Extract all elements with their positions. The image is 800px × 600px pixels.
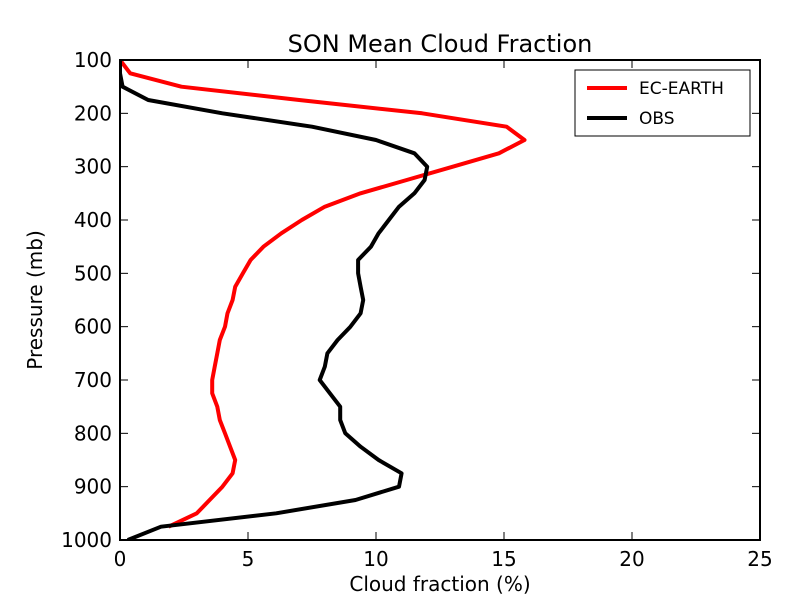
y-tick-label: 300 — [74, 155, 112, 179]
plot-area — [120, 60, 527, 540]
legend-label: OBS — [639, 109, 675, 129]
axis-ticks: 0 5 10 15 20 25 100 200 300 400 500 600 700 800 900 100… — [61, 48, 773, 571]
plot-frame — [119, 59, 761, 541]
y-tick-label: 800 — [74, 421, 112, 445]
y-tick-label: 1000 — [61, 528, 112, 552]
y-tick-label: 200 — [74, 101, 112, 125]
x-tick-label: 10 — [363, 547, 388, 571]
y-axis-label: Pressure (mb) — [23, 230, 47, 370]
x-tick-label: 20 — [619, 547, 644, 571]
series-line-obs — [120, 60, 430, 540]
x-axis-label: Cloud fraction (%) — [349, 572, 530, 596]
x-tick-label: 5 — [242, 547, 255, 571]
x-tick-label: 0 — [114, 547, 127, 571]
y-tick-label: 500 — [74, 261, 112, 285]
legend-box — [574, 69, 751, 137]
y-tick-label: 900 — [74, 475, 112, 499]
y-tick-label: 700 — [74, 368, 112, 392]
x-tick-label: 15 — [491, 547, 516, 571]
y-tick-label: 400 — [74, 208, 112, 232]
chart-title: SON Mean Cloud Fraction — [288, 30, 593, 58]
series-line-ec-earth — [120, 60, 527, 529]
legend-label: EC-EARTH — [639, 79, 724, 99]
x-tick-label: 25 — [747, 547, 772, 571]
legend: EC-EARTH OBS — [574, 69, 751, 137]
y-tick-label: 100 — [74, 48, 112, 72]
y-tick-label: 600 — [74, 315, 112, 339]
